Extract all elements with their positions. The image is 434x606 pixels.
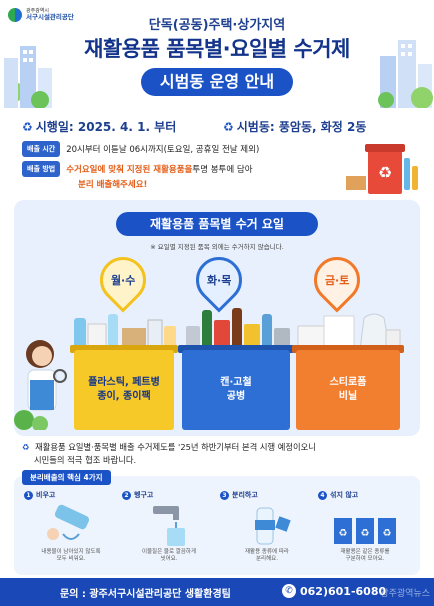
disposal-method-row: 배출 방법 수거요일에 맞춰 지정된 재활용품을 투명 봉투에 담아 xyxy=(22,161,253,177)
start-date-value: : 2025. 4. 1. 부터 xyxy=(68,120,177,134)
tip-no-mix: 4 섞지 않고 ♻ ♻ ♻ 재활용은 같은 종류를 구분하여 모아요. xyxy=(318,490,412,564)
disposal-method-highlight: 수거요일에 맞춰 지정된 재활용품을 xyxy=(66,165,193,175)
sorted-bins-icon: ♻ ♻ ♻ xyxy=(334,518,396,544)
tip-desc-line1: 이물질은 물로 깔끔하게 xyxy=(141,549,197,555)
info-section: ♻ 시행일 : 2025. 4. 1. 부터 ♻ 시범동 : 풍암동, 화정 2… xyxy=(0,110,434,200)
bin-rim-blue xyxy=(178,345,294,353)
guide-note: ※ 요일별 지정된 품목 외에는 수거하지 않습니다. xyxy=(150,243,284,251)
bin-rim-orange xyxy=(292,345,404,353)
tip-desc-line2: 분리해요. xyxy=(256,556,278,563)
org-name: 서구시설관리공단 xyxy=(26,13,74,22)
tip-label: 섞지 않고 xyxy=(330,491,359,499)
footer: 문의 : 광주서구시설관리공단 생활환경팀 ✆ 062)601-6080 광주광… xyxy=(0,578,434,606)
org-logo-mark xyxy=(8,8,22,22)
contact-phone: ✆ 062)601-6080 xyxy=(282,584,386,598)
emptying-bottle-icon xyxy=(47,504,90,540)
disposal-method-text: 투명 봉투에 담아 xyxy=(192,165,253,175)
tip-label: 분리하고 xyxy=(232,491,258,499)
bin-can-glass: 캔·고철 공병 xyxy=(182,350,290,430)
svg-text:♻: ♻ xyxy=(339,528,348,539)
bin-items-line1: 플라스틱, 페트병 xyxy=(88,377,160,388)
guide-title: 재활용품 품목별 수거 요일 xyxy=(116,212,318,236)
tip-label: 헹구고 xyxy=(134,491,154,499)
svg-text:♻: ♻ xyxy=(378,163,392,182)
tip-desc-line2: 구분하여 모아요. xyxy=(345,556,385,563)
tips-title: 분리배출의 핵심 4가지 xyxy=(22,470,111,485)
faucet-rinse-icon xyxy=(153,506,185,546)
notice: ♻ 재활용품 요일별·품목별 배출 수거제도를 '25년 하반기부터 본격 시행… xyxy=(22,441,422,467)
day-label-mon-wed: 월·수 xyxy=(110,274,136,288)
watermark: 광주광역뉴스 xyxy=(380,589,430,599)
page-title: 재활용품 품목별·요일별 수거제 xyxy=(84,37,350,61)
day-label-tue-thu: 화·목 xyxy=(206,274,232,288)
city-skyline-right xyxy=(378,40,433,108)
recycle-icon: ♻ xyxy=(22,442,30,452)
tip-desc-line1: 재활용은 같은 종류를 xyxy=(340,549,390,555)
tip-label: 비우고 xyxy=(36,491,56,499)
notice-line1: 재활용품 요일별·품목별 배출 수거제도를 '25년 하반기부터 본격 시행 예… xyxy=(35,442,316,452)
recycle-icon: ♻ xyxy=(223,119,234,134)
notice-line2: 시민들의 적극 협조 바랍니다. xyxy=(34,454,137,465)
bin-styrofoam-vinyl: 스티로폼 비닐 xyxy=(296,350,400,430)
pilot-area-value: : 풍암동, 화정 2동 xyxy=(269,120,367,134)
header-subtitle: 단독(공동)주택·상가지역 xyxy=(148,18,286,33)
styrofoam-vinyl-items-illustration xyxy=(297,313,401,350)
contact-phone-number: 062)601-6080 xyxy=(300,584,387,598)
bin-items-line1: 캔·고철 xyxy=(220,377,252,388)
org-logo: 광주광역시 서구시설관리공단 xyxy=(8,8,74,22)
disposal-method-tag: 배출 방법 xyxy=(22,161,61,177)
bin-items-line2: 종이, 종이팩 xyxy=(97,391,151,402)
character-illustration xyxy=(14,340,67,430)
tip-number: 2 xyxy=(122,490,131,500)
tip-desc-line2: 모두 비워요. xyxy=(56,556,86,563)
tip-rinse: 2 헹구고 이물질은 물로 깔끔하게 씻어요. xyxy=(122,490,216,564)
svg-text:♻: ♻ xyxy=(383,528,392,539)
day-label-fri-sat: 금·토 xyxy=(324,274,350,288)
recycle-icon: ♻ xyxy=(22,119,33,134)
disposal-time-tag: 배출 시간 xyxy=(22,141,61,157)
pilot-area-row: ♻ 시범동 : 풍암동, 화정 2동 xyxy=(223,118,366,135)
contact-label: 문의 : 광주서구시설관리공단 생활환경팀 xyxy=(60,589,231,600)
tip-separate: 3 분리하고 재활용 종류에 따라 분리해요. xyxy=(220,490,314,564)
bin-rim-yellow xyxy=(70,345,178,353)
title-pill: 시범동 운영 안내 xyxy=(141,68,293,96)
tip-empty: 1 비우고 내용물이 남아있지 않도록 모두 비워요. xyxy=(24,490,118,564)
tip-number: 4 xyxy=(318,490,327,500)
bin-plastic-paper: 플라스틱, 페트병 종이, 종이팩 xyxy=(74,350,174,430)
can-glass-items-illustration xyxy=(186,308,290,350)
org-city: 광주광역시 xyxy=(26,7,50,14)
phone-icon: ✆ xyxy=(282,584,296,598)
bin-items-line2: 공병 xyxy=(226,391,246,402)
tip-number: 3 xyxy=(220,490,229,500)
svg-text:♻: ♻ xyxy=(361,528,370,539)
tip-desc-line2: 씻어요. xyxy=(160,556,178,563)
disposal-method-line2: 분리 배출해주세요! xyxy=(78,180,148,190)
disposal-time-row: 배출 시간 20시부터 이튿날 06시까지(토요일, 공휴일 전날 제외) xyxy=(22,141,259,157)
bottle-label-remove-icon xyxy=(255,507,291,545)
tip-number: 1 xyxy=(24,490,33,500)
bin-items-line1: 스티로폼 xyxy=(329,377,367,388)
start-date-row: ♻ 시행일 : 2025. 4. 1. 부터 xyxy=(22,118,176,135)
header: 광주광역시 서구시설관리공단 단독(공동)주택·상가지역 재활용품 품목별·요일… xyxy=(0,0,434,110)
plastic-paper-items-illustration xyxy=(74,314,176,350)
disposal-time-value: 20시부터 이튿날 06시까지(토요일, 공휴일 전날 제외) xyxy=(66,145,260,155)
tip-desc-line1: 내용물이 남아있지 않도록 xyxy=(41,549,101,555)
bin-items-line2: 비닐 xyxy=(338,391,358,402)
pilot-area-label: 시범동 xyxy=(236,120,270,134)
recycling-bin-illustration: ♻ xyxy=(346,144,418,194)
city-skyline-left xyxy=(4,46,52,108)
start-date-label: 시행일 xyxy=(35,120,69,134)
tip-desc-line1: 재활용 종류에 따라 xyxy=(245,549,289,555)
